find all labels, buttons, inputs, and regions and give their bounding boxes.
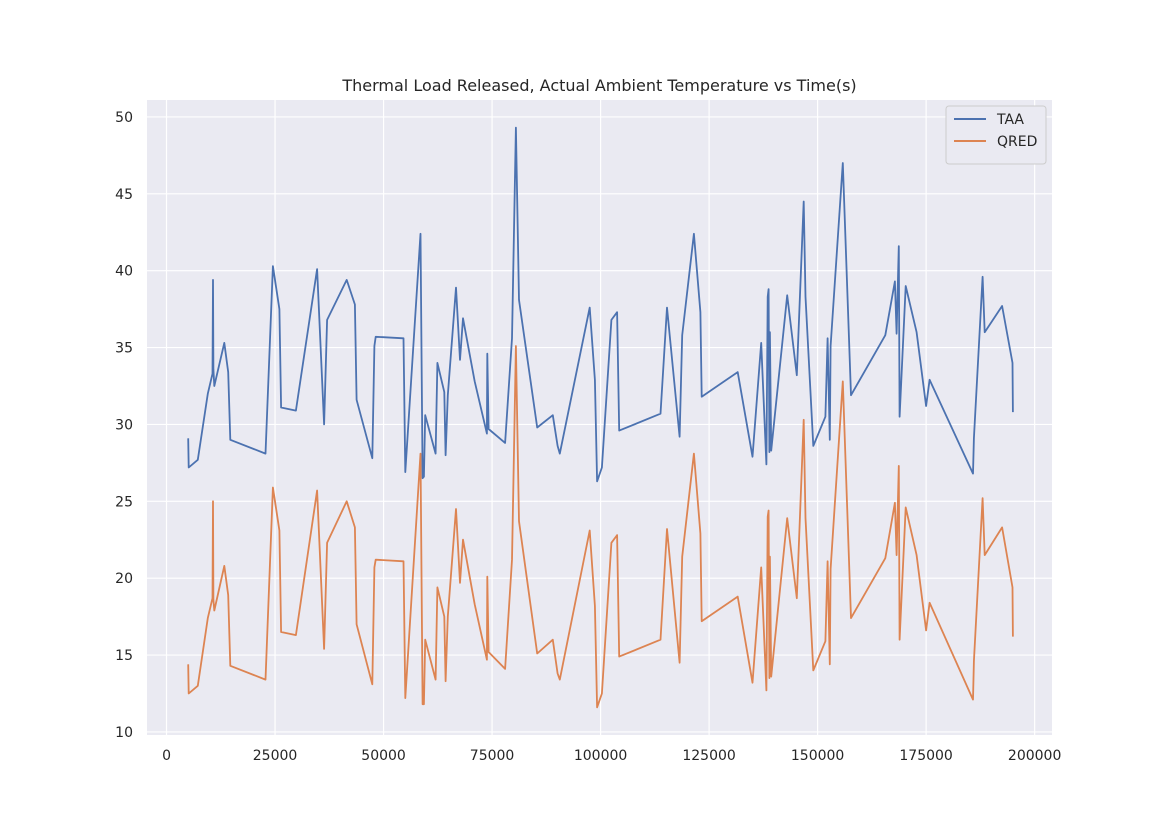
x-tick-label: 25000 (253, 748, 298, 764)
series-line-qred (187, 345, 1014, 709)
grid (147, 100, 1052, 735)
y-tick-label: 10 (115, 725, 133, 741)
y-tick-label: 50 (115, 110, 133, 126)
legend: TAA QRED (945, 105, 1047, 165)
plot-area (147, 100, 1052, 735)
x-tick-label: 125000 (682, 748, 735, 764)
legend-label-qred: QRED (997, 134, 1037, 150)
y-tick-label: 35 (115, 341, 133, 357)
x-axis-ticks: 0 25000 50000 75000 100000 125000 150000 175000… (162, 748, 1061, 764)
y-tick-label: 30 (115, 417, 133, 433)
x-tick-label: 200000 (1008, 748, 1061, 764)
x-tick-label: 100000 (574, 748, 627, 764)
x-tick-label: 175000 (899, 748, 952, 764)
y-axis-ticks: 10 15 20 25 30 35 40 45 50 (115, 110, 133, 741)
y-tick-label: 15 (115, 648, 133, 664)
series-lines (187, 126, 1014, 709)
series-line-taa (187, 126, 1014, 483)
y-tick-label: 40 (115, 264, 133, 280)
x-tick-label: 150000 (791, 748, 844, 764)
x-tick-label: 75000 (470, 748, 515, 764)
legend-label-taa: TAA (996, 112, 1024, 128)
legend-box (945, 105, 1047, 165)
y-tick-label: 45 (115, 187, 133, 203)
x-tick-label: 50000 (361, 748, 406, 764)
chart-title: Thermal Load Released, Actual Ambient Te… (341, 76, 856, 95)
x-tick-label: 0 (162, 748, 171, 764)
y-tick-label: 25 (115, 494, 133, 510)
y-tick-label: 20 (115, 571, 133, 587)
